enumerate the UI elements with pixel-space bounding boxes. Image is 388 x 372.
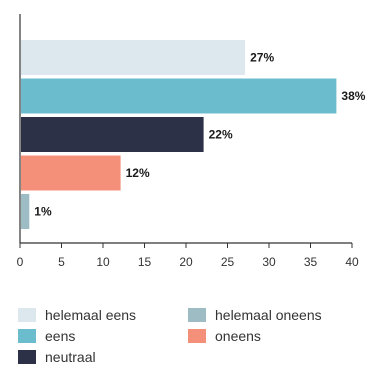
x-tick-label: 5 (58, 255, 65, 269)
legend-label: helemaal oneens (215, 307, 322, 323)
legend-swatch (18, 350, 36, 364)
x-tick-label: 20 (179, 255, 193, 269)
bar-chart: 27% 38% 22% 12% 1% 0 5 10 15 20 25 30 35 40 (17, 14, 366, 269)
legend-item-neutraal: neutraal (18, 348, 96, 366)
legend-item-helemaal-eens: helemaal eens (18, 306, 136, 324)
x-tick-label: 10 (96, 255, 110, 269)
legend-swatch (188, 329, 206, 343)
bar (21, 40, 246, 75)
legend-label: helemaal eens (45, 307, 137, 323)
bar (21, 194, 30, 229)
legend-swatch (18, 329, 36, 343)
legend-item-oneens: oneens (188, 327, 261, 345)
bar (21, 155, 121, 191)
x-tick-label: 40 (345, 255, 359, 269)
x-tick-label: 35 (304, 255, 318, 269)
data-label: 38% (341, 89, 365, 103)
x-tick-label: 15 (138, 255, 152, 269)
bar (21, 117, 204, 152)
x-tick-label: 30 (262, 255, 276, 269)
x-tick-label: 0 (17, 255, 24, 269)
legend-swatch (188, 308, 206, 322)
data-label: 27% (250, 51, 274, 65)
data-label: 1% (34, 205, 52, 219)
legend-item-eens: eens (18, 327, 75, 345)
legend-label: oneens (215, 328, 261, 344)
legend: helemaal eens eens neutraal helemaal one… (18, 306, 378, 370)
data-label: 22% (209, 128, 233, 142)
legend-swatch (18, 308, 36, 322)
data-label: 12% (126, 166, 150, 180)
legend-label: neutraal (45, 349, 96, 365)
bar (21, 78, 337, 114)
legend-item-helemaal-oneens: helemaal oneens (188, 306, 322, 324)
legend-label: eens (45, 328, 76, 344)
x-tick-label: 25 (221, 255, 235, 269)
